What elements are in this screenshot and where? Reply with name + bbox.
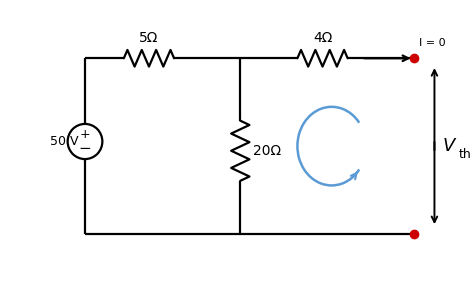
Text: −: − bbox=[79, 141, 91, 156]
Text: V: V bbox=[443, 137, 455, 155]
Text: 50 V: 50 V bbox=[50, 135, 78, 148]
Text: +: + bbox=[80, 128, 91, 141]
Text: 4Ω: 4Ω bbox=[313, 31, 332, 45]
Text: I = 0: I = 0 bbox=[419, 38, 446, 48]
Text: 20Ω: 20Ω bbox=[253, 144, 281, 158]
Text: th: th bbox=[458, 148, 471, 161]
Text: 5Ω: 5Ω bbox=[139, 31, 159, 45]
